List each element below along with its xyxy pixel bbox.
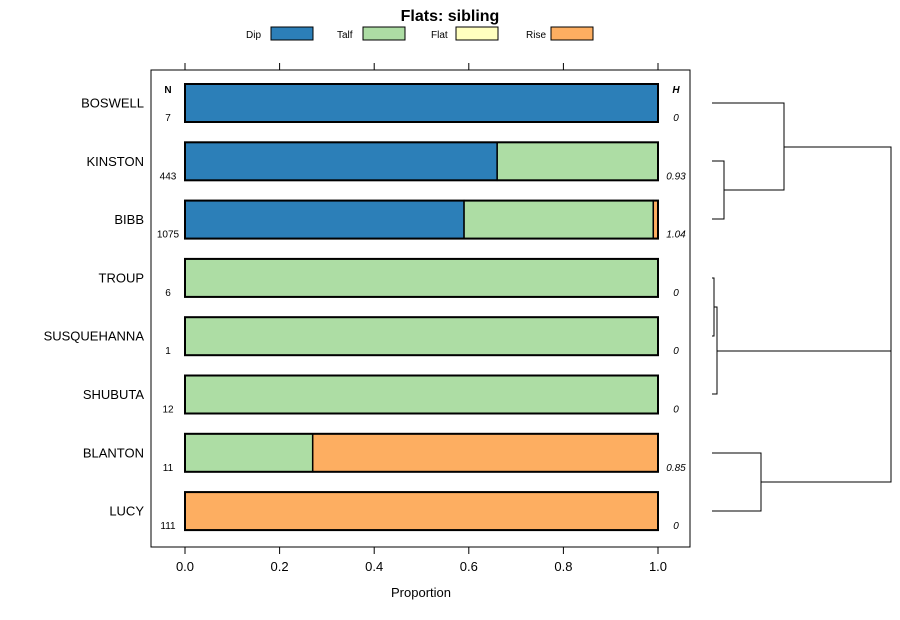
- bar-outline: [184, 374, 659, 415]
- bar-outline: [184, 83, 659, 123]
- legend-swatch-dip: [270, 26, 314, 41]
- bar-segment-rise: [311, 433, 659, 473]
- bar-segment-dip: [184, 199, 465, 240]
- bar-outline: [184, 257, 659, 298]
- bar-segment-talf: [184, 433, 314, 473]
- legend-swatch-flat: [455, 26, 499, 41]
- bar-row-shubuta: SHUBUTA 12 0: [83, 374, 679, 416]
- dendrogram-branch: [712, 160, 725, 220]
- n-header: N: [164, 85, 171, 96]
- chart-title: Flats: sibling: [401, 8, 500, 25]
- n-value: 1: [165, 346, 171, 357]
- bar-outline: [184, 432, 659, 473]
- h-value: 0: [673, 405, 679, 416]
- x-tick-label: 0.2: [271, 559, 289, 574]
- bar-row-lucy: LUCY 111 0: [109, 491, 679, 532]
- n-value: 7: [165, 113, 171, 124]
- category-label: TROUP: [99, 270, 145, 285]
- bar-segment-dip: [184, 83, 659, 123]
- x-axis-label: Proportion: [391, 585, 451, 600]
- n-value: 111: [160, 521, 176, 532]
- bar-segment-talf: [496, 141, 659, 182]
- legend-label-dip: Dip: [246, 30, 261, 41]
- dendrogram: [712, 102, 892, 512]
- x-axis: 0.0 0.2 0.4 0.6 0.8 1.0: [176, 63, 667, 574]
- bar-outline: [184, 199, 659, 240]
- x-tick-label: 1.0: [649, 559, 667, 574]
- x-tick-label: 0.6: [460, 559, 478, 574]
- category-label: SHUBUTA: [83, 387, 144, 402]
- x-tick-label: 0.0: [176, 559, 194, 574]
- legend-swatch-rise: [550, 26, 594, 41]
- h-value: 0.85: [666, 463, 686, 474]
- bar-outline: [184, 316, 659, 357]
- bar-outline: [184, 141, 659, 182]
- bar-row-blanton: BLANTON 11 0.85: [83, 432, 686, 474]
- category-label: BLANTON: [83, 445, 144, 460]
- bar-segment-talf: [184, 374, 659, 415]
- bar-rows: BOSWELL 7 0 KINSTON 443 0.93 BIBB 1075 1.04 TROUP…: [44, 83, 686, 532]
- category-label: LUCY: [109, 504, 144, 519]
- n-value: 443: [160, 171, 177, 182]
- bar-segment-talf: [184, 316, 659, 356]
- h-value: 0.93: [666, 171, 686, 182]
- h-value: 0: [673, 521, 679, 532]
- n-value: 11: [163, 463, 174, 474]
- n-value: 1075: [157, 230, 180, 241]
- dendrogram-branch: [712, 102, 785, 191]
- dendrogram-branch: [712, 452, 762, 512]
- h-header: H: [672, 85, 680, 96]
- legend-label-flat: Flat: [431, 30, 448, 41]
- bar-row-susquehanna: SUSQUEHANNA 1 0: [44, 316, 679, 357]
- bar-segment-talf: [184, 258, 659, 298]
- category-label: BOSWELL: [81, 96, 144, 111]
- legend-label-rise: Rise: [526, 30, 546, 41]
- x-tick-label: 0.4: [365, 559, 383, 574]
- x-tick-label: 0.8: [554, 559, 572, 574]
- bar-row-bibb: BIBB 1075 1.04: [114, 199, 686, 241]
- category-label: BIBB: [114, 212, 144, 227]
- h-value: 1.04: [666, 230, 686, 241]
- h-value: 0: [673, 113, 679, 124]
- plot-panel: [150, 69, 691, 548]
- category-label: SUSQUEHANNA: [44, 329, 145, 344]
- h-value: 0: [673, 346, 679, 357]
- n-value: 6: [165, 288, 171, 299]
- legend-swatch-talf: [362, 26, 406, 41]
- legend: Dip Talf Flat Rise: [246, 26, 594, 41]
- bar-row-boswell: BOSWELL 7 0: [81, 83, 679, 124]
- dendrogram-branch: [761, 146, 892, 483]
- bar-segment-rise: [184, 491, 659, 531]
- h-value: 0: [673, 288, 679, 299]
- legend-label-talf: Talf: [337, 30, 353, 41]
- dendrogram-branch: [712, 277, 715, 337]
- bar-segment-dip: [184, 141, 498, 182]
- bar-segment-talf: [463, 199, 655, 240]
- bar-row-troup: TROUP 6 0: [99, 257, 679, 299]
- n-value: 12: [162, 405, 174, 416]
- category-label: KINSTON: [86, 154, 144, 169]
- bar-row-kinston: KINSTON 443 0.93: [86, 141, 686, 182]
- bar-outline: [184, 491, 659, 532]
